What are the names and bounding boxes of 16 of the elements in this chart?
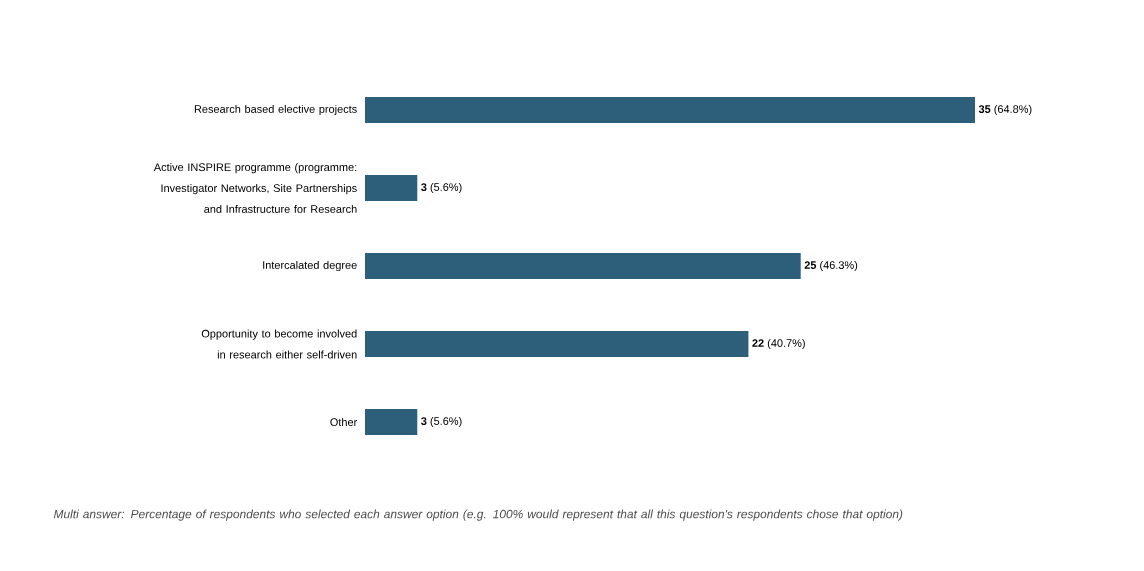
- y-tick-label: Research based elective projects: [194, 104, 357, 116]
- y-tick-label: Intercalated degree: [263, 260, 357, 272]
- y-tick-label: Active INSPIRE programme (programme: Investigator Networks, Site Partnerships and Infrastructure for Research: [153, 163, 357, 213]
- bar: [365, 175, 418, 201]
- text: Multi answer: Percentage of respondents who selected each answer option (e.g. 100% would represent that all this question's respondents chose that option): [53, 509, 903, 521]
- bar: [365, 253, 801, 279]
- data-label: 3 (5.6%): [421, 182, 462, 194]
- y-tick-label: Opportunity to become involved in research either self-driven: [201, 329, 357, 359]
- data-label: 3 (5.6%): [421, 416, 462, 428]
- y-tick-label: Other: [330, 417, 358, 427]
- bar: [365, 409, 418, 435]
- bar: [365, 331, 749, 357]
- bar: [365, 97, 976, 123]
- data-label: 25 (46.3%): [804, 260, 858, 272]
- data-label: 22 (40.7%): [752, 338, 805, 350]
- data-label: 35 (64.8%): [978, 104, 1032, 116]
